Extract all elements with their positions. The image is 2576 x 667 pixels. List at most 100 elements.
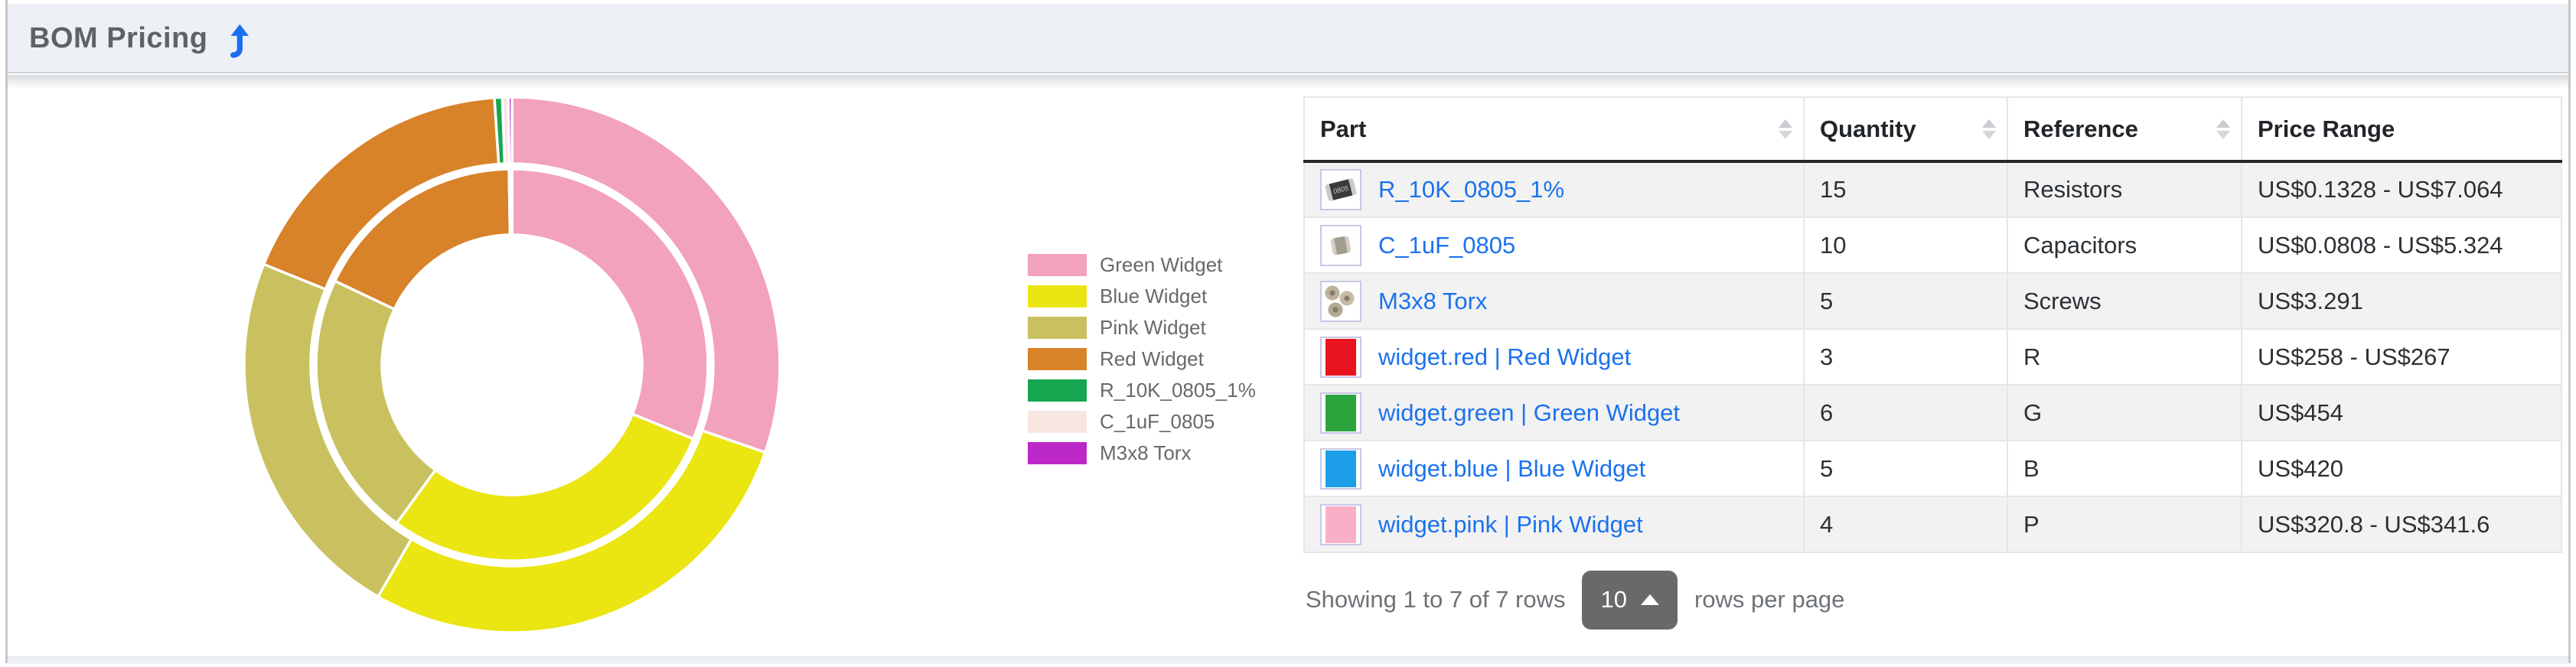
rows-per-page-button[interactable]: 10 [1582,570,1678,630]
part-cell-content: widget.blue | Blue Widget [1320,442,1788,495]
column-header-label: Reference [2023,115,2138,142]
sort-carets-icon[interactable] [2216,119,2230,139]
screws-image [1322,282,1359,320]
quantity-cell: 4 [1803,496,2008,553]
part-link[interactable]: widget.green | Green Widget [1378,399,1681,426]
donut-slice-outer-blue-widget[interactable] [376,428,767,634]
reference-cell: R [2007,328,2242,386]
legend-label: Blue Widget [1100,285,1208,307]
column-header-part[interactable]: Part [1303,96,1805,163]
part-cell-content: widget.green | Green Widget [1320,386,1788,439]
page-title: BOM Pricing [29,22,208,54]
legend-item-blue-widget[interactable]: Blue Widget [1028,285,1256,307]
table-row-widget-blue-blue-widget: widget.blue | Blue Widget 5 B US$420 [1303,440,2562,497]
rows-per-page-value: 10 [1600,586,1627,613]
bom-table-body: 0805 R_10K_0805_1% 15 Resistors US$0.1328 - … [1303,161,2562,553]
pagination-bar: Showing 1 to 7 of 7 rows 10 rows per pag… [1306,565,1844,634]
rows-per-page-label: rows per page [1694,586,1845,613]
legend-label: C_1uF_0805 [1100,410,1215,433]
part-thumbnail [1320,392,1361,434]
card-left-border [5,0,8,663]
column-header-quantity[interactable]: Quantity [1803,96,2008,163]
legend-label: M3x8 Torx [1100,441,1192,464]
part-cell-content: widget.pink | Pink Widget [1320,498,1788,551]
part-cell-content: widget.red | Red Widget [1320,330,1788,383]
price-range-cell: US$320.8 - US$341.6 [2241,496,2562,553]
card-right-border [2568,0,2571,663]
donut-slice-inner-green-widget[interactable] [510,168,709,441]
sort-down-icon [2216,130,2230,139]
part-cell: widget.red | Red Widget [1303,328,1805,386]
part-cell: widget.pink | Pink Widget [1303,496,1805,553]
quantity-cell: 6 [1803,384,2008,441]
part-cell-content: 0805 R_10K_0805_1% [1320,163,1788,216]
quantity-cell: 10 [1803,216,2008,274]
column-header-price-range: Price Range [2241,96,2562,163]
column-header-reference[interactable]: Reference [2007,96,2242,163]
legend-label: Red Widget [1100,347,1204,370]
donut-slice-outer-pink-widget[interactable] [243,262,413,599]
legend-swatch-icon [1028,411,1087,433]
quantity-cell: 5 [1803,440,2008,497]
legend-item-c-1uf-0805[interactable]: C_1uF_0805 [1028,410,1256,433]
sort-carets-icon[interactable] [1982,119,1996,139]
reference-cell: B [2007,440,2242,497]
table-row-r-10k-0805-1: 0805 R_10K_0805_1% 15 Resistors US$0.1328 - … [1303,161,2562,218]
part-cell: C_1uF_0805 [1303,216,1805,274]
donut-slice-outer-m3x8-torx[interactable] [507,96,514,165]
legend-swatch-icon [1028,317,1087,339]
legend-swatch-icon [1028,254,1087,276]
legend-item-red-widget[interactable]: Red Widget [1028,347,1256,370]
part-link[interactable]: widget.blue | Blue Widget [1378,454,1646,482]
resistor-image: 0805 [1324,177,1358,202]
table-row-widget-green-green-widget: widget.green | Green Widget 6 G US$454 [1303,384,2562,441]
part-cell: M3x8 Torx [1303,272,1805,330]
price-range-cell: US$0.0808 - US$5.324 [2241,216,2562,274]
table-row-widget-pink-pink-widget: widget.pink | Pink Widget 4 P US$320.8 - US… [1303,496,2562,553]
legend-label: R_10K_0805_1% [1100,379,1256,402]
quantity-cell: 5 [1803,272,2008,330]
donut-slice-outer-green-widget[interactable] [510,96,781,454]
reference-cell: Resistors [2007,161,2242,218]
price-range-cell: US$3.291 [2241,272,2562,330]
part-cell: widget.green | Green Widget [1303,384,1805,441]
part-link[interactable]: widget.pink | Pink Widget [1378,510,1643,538]
color-swatch-image [1325,338,1356,376]
part-link[interactable]: C_1uF_0805 [1378,231,1516,259]
panel-header: BOM Pricing [8,5,2568,73]
legend-item-r-10k-0805-1[interactable]: R_10K_0805_1% [1028,379,1256,402]
part-link[interactable]: widget.red | Red Widget [1378,343,1632,370]
bom-donut-chart [0,70,1026,663]
legend-label: Pink Widget [1100,316,1206,339]
legend-item-m3x8-torx[interactable]: M3x8 Torx [1028,441,1256,464]
part-thumbnail [1320,447,1361,490]
legend-item-pink-widget[interactable]: Pink Widget [1028,316,1256,339]
quantity-cell: 3 [1803,328,2008,386]
color-swatch-image [1325,450,1356,487]
chart-legend: Green Widget Blue Widget Pink Widget Red Wi… [1028,253,1256,473]
level-up-arrow-icon[interactable] [220,23,249,58]
reference-cell: P [2007,496,2242,553]
caret-up-icon [1640,594,1659,605]
legend-label: Green Widget [1100,253,1223,276]
capacitor-image [1330,235,1352,255]
part-cell-content: M3x8 Torx [1320,275,1788,327]
column-header-label: Quantity [1820,115,1916,142]
bom-table: Part Quantity Reference Price Range 0805 R_1… [1303,96,2562,553]
sort-down-icon [1779,130,1792,139]
sort-up-icon [1779,119,1792,128]
part-link[interactable]: M3x8 Torx [1378,287,1488,314]
donut-slice-inner-m3x8-torx[interactable] [507,168,514,236]
part-cell: 0805 R_10K_0805_1% [1303,161,1805,218]
table-row-widget-red-red-widget: widget.red | Red Widget 3 R US$258 - US$267 [1303,328,2562,386]
header-shadow [8,75,2568,89]
part-link[interactable]: R_10K_0805_1% [1378,176,1565,203]
sort-carets-icon[interactable] [1779,119,1792,139]
donut-slice-inner-pink-widget[interactable] [315,279,438,525]
donut-slice-inner-blue-widget[interactable] [394,412,696,562]
table-row-c-1uf-0805: C_1uF_0805 10 Capacitors US$0.0808 - US$5.3… [1303,216,2562,274]
pagination-summary: Showing 1 to 7 of 7 rows [1306,586,1566,613]
legend-item-green-widget[interactable]: Green Widget [1028,253,1256,276]
part-cell: widget.blue | Blue Widget [1303,440,1805,497]
